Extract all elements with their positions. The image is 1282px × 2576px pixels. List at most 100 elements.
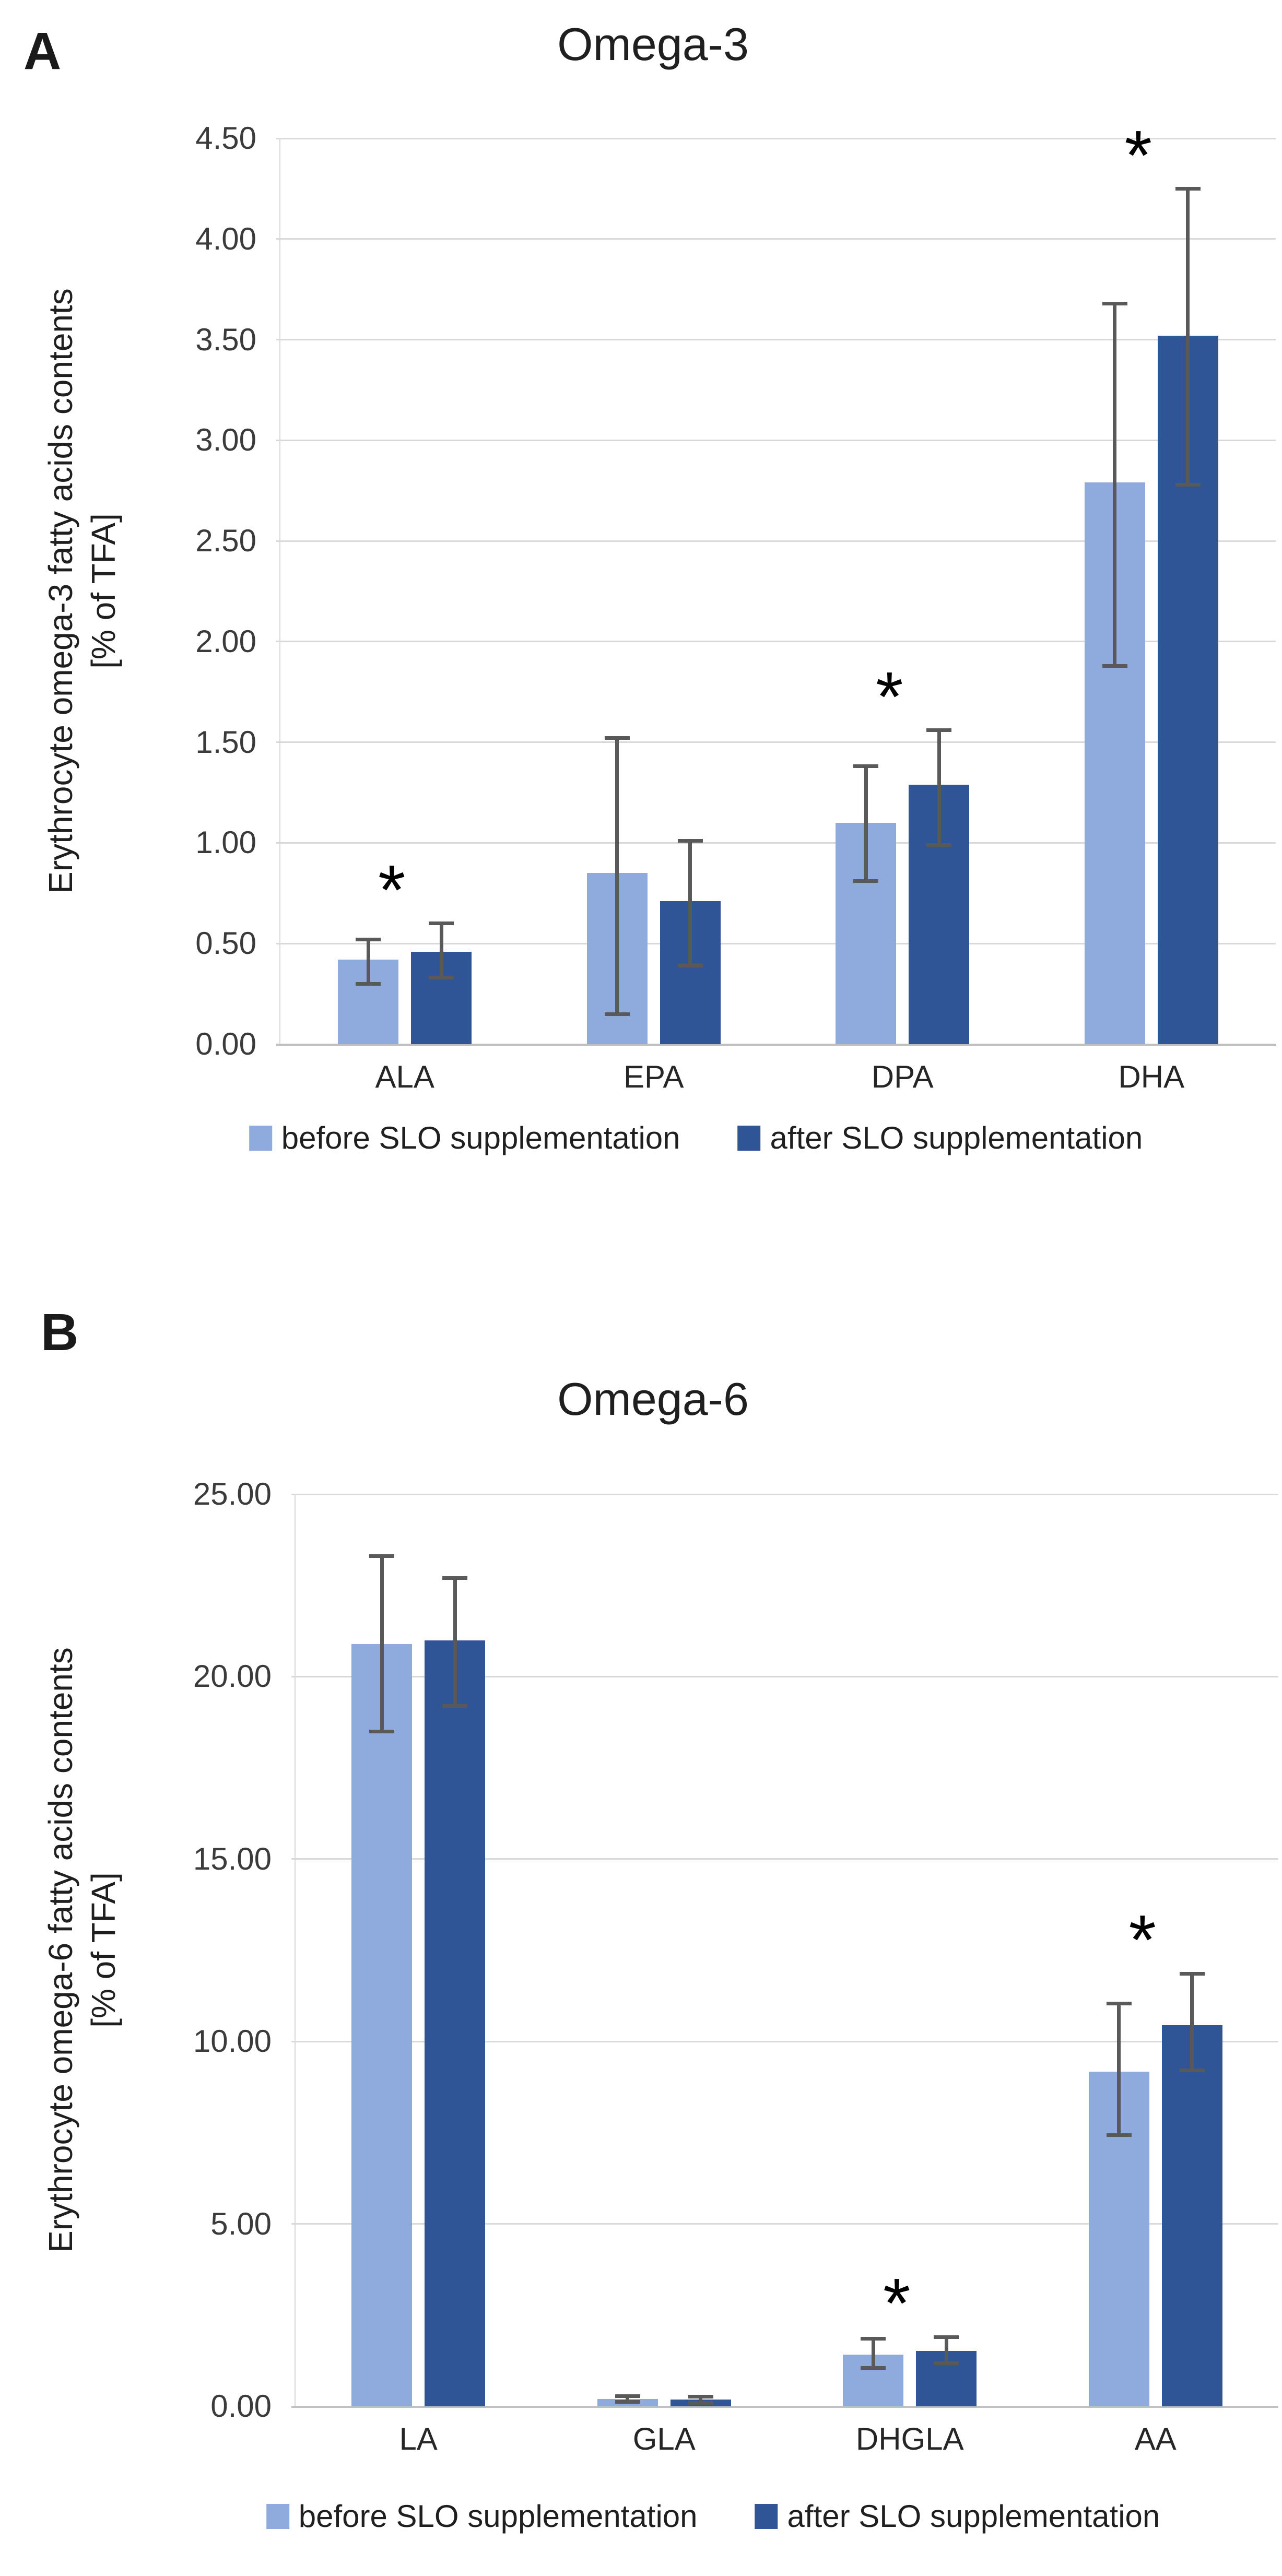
error-bar (871, 2338, 875, 2368)
error-bar-cap (688, 2401, 713, 2405)
legend-item-before: before SLO supplementation (266, 2500, 698, 2533)
y-tick-label: 2.00 (195, 623, 256, 659)
category-label: EPA (623, 1059, 684, 1094)
error-bar (864, 766, 868, 881)
y-tick-label: 20.00 (193, 1659, 272, 1694)
gridline (276, 339, 1276, 341)
error-bar-cap (1106, 2133, 1132, 2137)
error-bar-cap (1179, 2068, 1205, 2072)
y-axis-title-line2: [% of TFA] (85, 513, 122, 669)
error-bar-cap (604, 736, 630, 740)
y-tick-label: 5.00 (210, 2206, 272, 2241)
error-bar-cap (1175, 186, 1201, 191)
y-axis-title-line1: Erythrocyte omega-3 fatty acids contents (42, 288, 79, 894)
gridline (276, 439, 1276, 441)
error-bar-cap (1179, 1971, 1205, 1976)
error-bar-cap (1175, 482, 1201, 487)
legend-omega3: before SLO supplementation after SLO sup… (249, 1121, 1143, 1155)
significance-asterisk: * (883, 2263, 911, 2343)
error-bar (699, 2396, 703, 2403)
error-bar (944, 2337, 948, 2364)
error-bar (1190, 1974, 1194, 2071)
category-label: DPA (871, 1059, 934, 1094)
gridline (276, 741, 1276, 743)
y-tick-label: 3.50 (195, 322, 256, 357)
error-bar-cap (861, 2336, 886, 2341)
legend-item-after: after SLO supplementation (755, 2500, 1160, 2533)
category-label: DHGLA (855, 2421, 964, 2456)
error-bar (626, 2396, 630, 2402)
error-bar-cap (934, 2335, 959, 2339)
y-tick-label: 1.50 (195, 724, 256, 760)
error-bar (937, 730, 941, 845)
y-tick-label: 3.00 (195, 422, 256, 458)
error-bar-cap (615, 2400, 640, 2404)
error-bar-cap (442, 1576, 468, 1580)
panel-a-label: A (23, 22, 62, 80)
error-bar-cap (926, 843, 952, 847)
error-bar-cap (356, 938, 381, 941)
legend-swatch-before-icon (249, 1126, 272, 1151)
error-bar-cap (1102, 664, 1127, 668)
gridline (276, 238, 1276, 240)
legend-omega6: before SLO supplementation after SLO sup… (266, 2500, 1160, 2533)
category-label: GLA (632, 2421, 696, 2456)
y-tick-label: 0.00 (210, 2389, 272, 2424)
error-bar-cap (688, 2395, 713, 2399)
gridline (276, 942, 1276, 944)
gridline (276, 540, 1276, 542)
significance-asterisk: * (1128, 1900, 1157, 1979)
error-bar (453, 1578, 457, 1706)
y-tick-label: 15.00 (193, 1841, 272, 1876)
category-label: DHA (1118, 1059, 1185, 1094)
error-bar-cap (442, 1704, 468, 1708)
gridline (276, 1043, 1276, 1046)
significance-asterisk: * (378, 850, 406, 929)
error-bar-cap (677, 964, 703, 968)
gridline (291, 2405, 1278, 2408)
y-tick-label: 10.00 (193, 2024, 272, 2059)
legend-swatch-after-icon (737, 1126, 761, 1151)
error-bar (366, 939, 370, 984)
error-bar (1186, 188, 1190, 485)
gridline (291, 2040, 1278, 2042)
error-bar-cap (615, 2394, 640, 2398)
y-tick-label: 4.50 (195, 121, 256, 156)
error-bar-cap (677, 839, 703, 843)
error-bar-cap (369, 1554, 395, 1558)
bar-after (425, 1640, 486, 2406)
significance-asterisk: * (1124, 115, 1152, 195)
category-label: LA (399, 2421, 438, 2456)
error-bar-cap (1106, 2002, 1132, 2006)
error-bar-cap (604, 1012, 630, 1016)
error-bar-cap (934, 2361, 959, 2366)
category-label: AA (1134, 2421, 1177, 2456)
y-tick-label: 1.00 (195, 825, 256, 860)
gridline (291, 1493, 1278, 1495)
plot-area-omega3: 0.00 0.50 1.00 1.50 2.00 2.50 3.00 3.50 4.00 4.50… (195, 120, 1276, 1094)
gridline (291, 2223, 1278, 2225)
error-bar-cap (369, 1729, 395, 1733)
y-tick-label: 0.50 (195, 926, 256, 961)
error-bar-cap (1102, 301, 1127, 305)
legend-swatch-after-icon (755, 2504, 778, 2529)
bar-after (1161, 2025, 1222, 2406)
y-axis-title-line2: [% of TFA] (85, 1872, 122, 2028)
chart-title-omega3: Omega-3 (557, 18, 749, 70)
legend-label-after: after SLO supplementation (787, 2499, 1160, 2534)
legend-item-after: after SLO supplementation (737, 1121, 1143, 1155)
bar-before (351, 1644, 413, 2406)
error-bar (1117, 2003, 1121, 2135)
error-bar-cap (429, 921, 454, 926)
legend-item-before: before SLO supplementation (249, 1121, 680, 1155)
error-bar-cap (429, 976, 454, 980)
y-tick-label: 4.00 (195, 221, 256, 256)
legend-label-before: before SLO supplementation (298, 2499, 698, 2534)
error-bar-cap (853, 764, 879, 769)
category-label: ALA (375, 1059, 434, 1094)
y-tick-label: 2.50 (195, 523, 256, 559)
significance-asterisk: * (875, 657, 903, 736)
error-bar (439, 923, 443, 978)
gridline (291, 1858, 1278, 1860)
legend-swatch-before-icon (266, 2504, 289, 2529)
